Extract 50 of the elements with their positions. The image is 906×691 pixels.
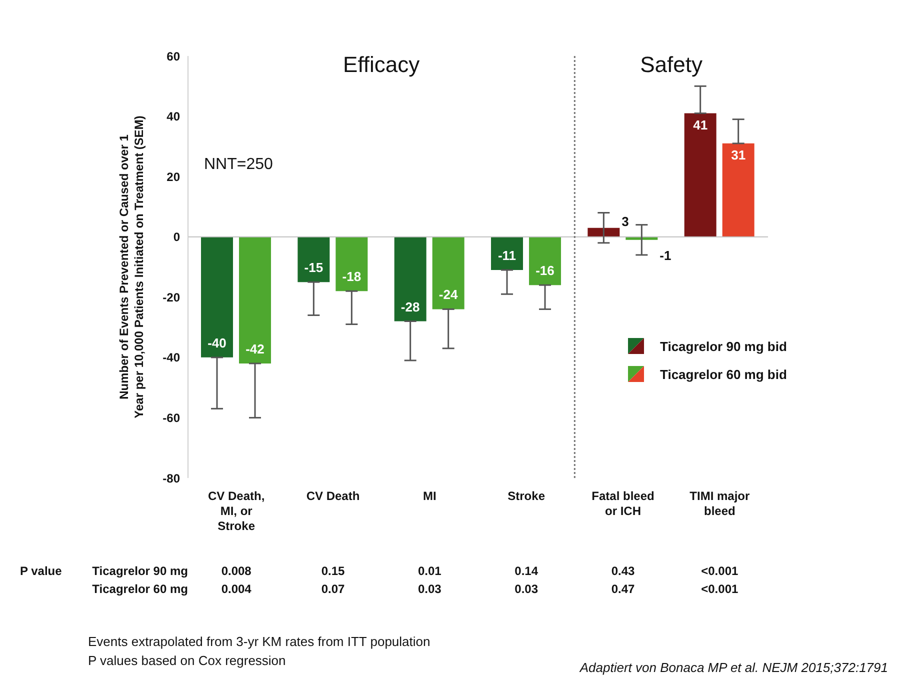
text: 0.43 bbox=[610, 564, 636, 578]
text: 0.15 bbox=[320, 564, 346, 578]
x-tick-label: CV Death, MI, or Stroke bbox=[208, 489, 265, 533]
y-axis-title: Number of Events Prevented or Caused over 1 Year per 10,000 Patients Initiated on Treatment (SEM) bbox=[117, 116, 146, 418]
data-label: -1 bbox=[660, 248, 672, 263]
y-tick-label: -40 bbox=[162, 350, 180, 365]
x-tick-label: MI bbox=[422, 489, 436, 503]
text: P values based on Cox regression bbox=[88, 653, 286, 668]
x-tick-label: CV Death bbox=[306, 489, 360, 503]
y-tick-label: 20 bbox=[166, 170, 180, 184]
text: 0.03 bbox=[416, 582, 442, 596]
legend-label: Ticagrelor 90 mg bid bbox=[660, 338, 787, 354]
data-label: 41 bbox=[693, 117, 708, 132]
text: Ticagrelor 60 mg bbox=[91, 582, 188, 596]
data-label: -16 bbox=[536, 263, 554, 278]
annotation: NNT=250 bbox=[204, 156, 273, 174]
data-label: -24 bbox=[438, 287, 458, 302]
text: 0.004 bbox=[220, 582, 252, 596]
x-tick-label: TIMI major bleed bbox=[690, 489, 750, 518]
text: 0.03 bbox=[514, 582, 539, 596]
data-label: -40 bbox=[208, 335, 226, 350]
text: Events extrapolated from 3-yr KM rates from ITT population bbox=[88, 634, 430, 649]
x-tick-label: Fatal bleed or ICH bbox=[592, 489, 654, 518]
text: Adaptiert von Bonaca MP et al. NEJM 2015;372:1791 bbox=[580, 660, 888, 675]
text: <0.001 bbox=[700, 582, 740, 596]
y-tick-label: -80 bbox=[162, 471, 180, 486]
text: 0.47 bbox=[610, 582, 636, 596]
data-label: 31 bbox=[731, 147, 746, 162]
text: 0.14 bbox=[514, 564, 539, 578]
data-label: 3 bbox=[622, 214, 629, 229]
data-label: -11 bbox=[498, 248, 516, 264]
annotation: Safety bbox=[639, 52, 704, 78]
data-label: -18 bbox=[342, 269, 362, 284]
y-tick-label: 0 bbox=[173, 230, 180, 244]
x-tick-label: Stroke bbox=[508, 489, 546, 503]
text: P value bbox=[20, 564, 62, 578]
legend-label: Ticagrelor 60 mg bid bbox=[660, 366, 787, 382]
y-tick-label: 40 bbox=[166, 110, 180, 124]
y-tick-label: -60 bbox=[162, 410, 180, 425]
data-label: -15 bbox=[304, 260, 324, 276]
data-label: -42 bbox=[246, 341, 264, 356]
y-tick-label: -20 bbox=[162, 290, 180, 304]
data-label: -28 bbox=[400, 299, 420, 314]
annotation: Efficacy bbox=[342, 52, 421, 78]
text: 0.01 bbox=[416, 564, 442, 578]
text: 0.008 bbox=[220, 564, 252, 578]
text: 0.07 bbox=[320, 582, 346, 596]
text: Ticagrelor 90 mg bbox=[91, 564, 188, 578]
text: <0.001 bbox=[700, 564, 740, 578]
y-tick-label: 60 bbox=[166, 49, 180, 64]
